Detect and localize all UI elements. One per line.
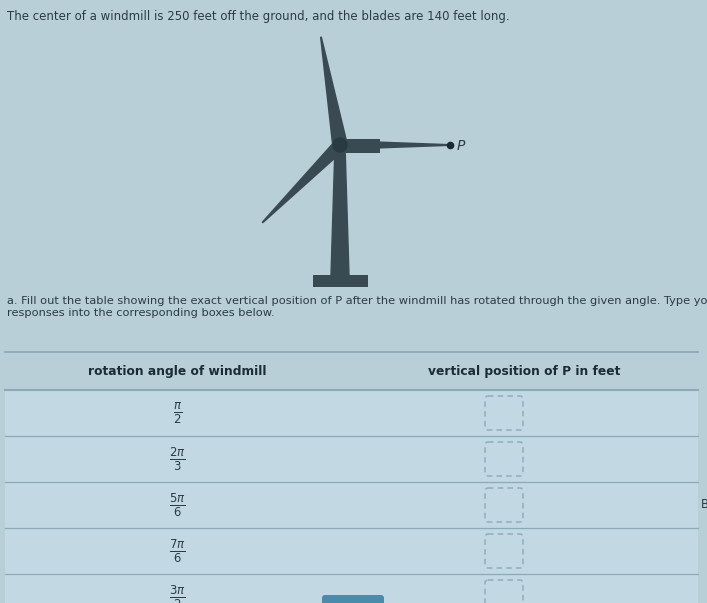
Text: a. Fill out the table showing the exact vertical position of P after the windmil: a. Fill out the table showing the exact … — [7, 296, 707, 318]
Text: rotation angle of windmill: rotation angle of windmill — [88, 364, 267, 377]
FancyBboxPatch shape — [322, 595, 384, 603]
Polygon shape — [340, 140, 450, 150]
FancyBboxPatch shape — [5, 482, 698, 528]
Text: vertical position of P in feet: vertical position of P in feet — [428, 364, 620, 377]
Polygon shape — [262, 140, 345, 224]
FancyBboxPatch shape — [5, 528, 698, 574]
Text: $\frac{7\pi}{6}$: $\frac{7\pi}{6}$ — [169, 537, 186, 564]
FancyBboxPatch shape — [5, 574, 698, 603]
FancyBboxPatch shape — [5, 390, 698, 436]
Text: $\frac{5\pi}{6}$: $\frac{5\pi}{6}$ — [169, 491, 186, 519]
Text: ∧: ∧ — [346, 600, 361, 603]
Polygon shape — [336, 139, 380, 153]
Circle shape — [333, 138, 347, 152]
Text: The center of a windmill is 250 feet off the ground, and the blades are 140 feet: The center of a windmill is 250 feet off… — [7, 10, 510, 23]
FancyBboxPatch shape — [5, 352, 698, 390]
Text: $\frac{3\pi}{2}$: $\frac{3\pi}{2}$ — [169, 583, 186, 603]
FancyBboxPatch shape — [5, 436, 698, 482]
Text: $\frac{\pi}{2}$: $\frac{\pi}{2}$ — [173, 400, 182, 426]
Text: Back →: Back → — [701, 499, 707, 511]
Text: $\frac{2\pi}{3}$: $\frac{2\pi}{3}$ — [169, 445, 186, 473]
Polygon shape — [331, 145, 349, 275]
Polygon shape — [320, 37, 348, 147]
Text: P: P — [457, 139, 465, 153]
Polygon shape — [312, 275, 368, 287]
